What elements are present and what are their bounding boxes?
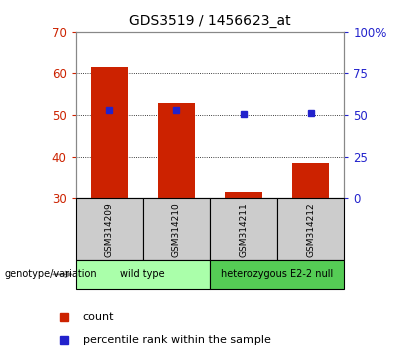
Bar [91, 67, 128, 198]
FancyBboxPatch shape [210, 198, 277, 260]
FancyBboxPatch shape [277, 198, 344, 260]
Text: GSM314209: GSM314209 [105, 202, 114, 257]
Text: heterozygous E2-2 null: heterozygous E2-2 null [221, 269, 333, 279]
FancyBboxPatch shape [76, 198, 143, 260]
Text: GSM314210: GSM314210 [172, 202, 181, 257]
FancyBboxPatch shape [143, 198, 210, 260]
Bar [158, 103, 195, 198]
Text: genotype/variation: genotype/variation [4, 269, 97, 279]
FancyBboxPatch shape [76, 260, 210, 289]
Title: GDS3519 / 1456623_at: GDS3519 / 1456623_at [129, 14, 291, 28]
Text: count: count [83, 312, 114, 322]
Bar [292, 163, 329, 198]
FancyBboxPatch shape [210, 260, 344, 289]
Text: GSM314211: GSM314211 [239, 202, 248, 257]
Bar [225, 192, 262, 198]
Text: percentile rank within the sample: percentile rank within the sample [83, 335, 270, 346]
Text: GSM314212: GSM314212 [306, 202, 315, 257]
Text: wild type: wild type [121, 269, 165, 279]
